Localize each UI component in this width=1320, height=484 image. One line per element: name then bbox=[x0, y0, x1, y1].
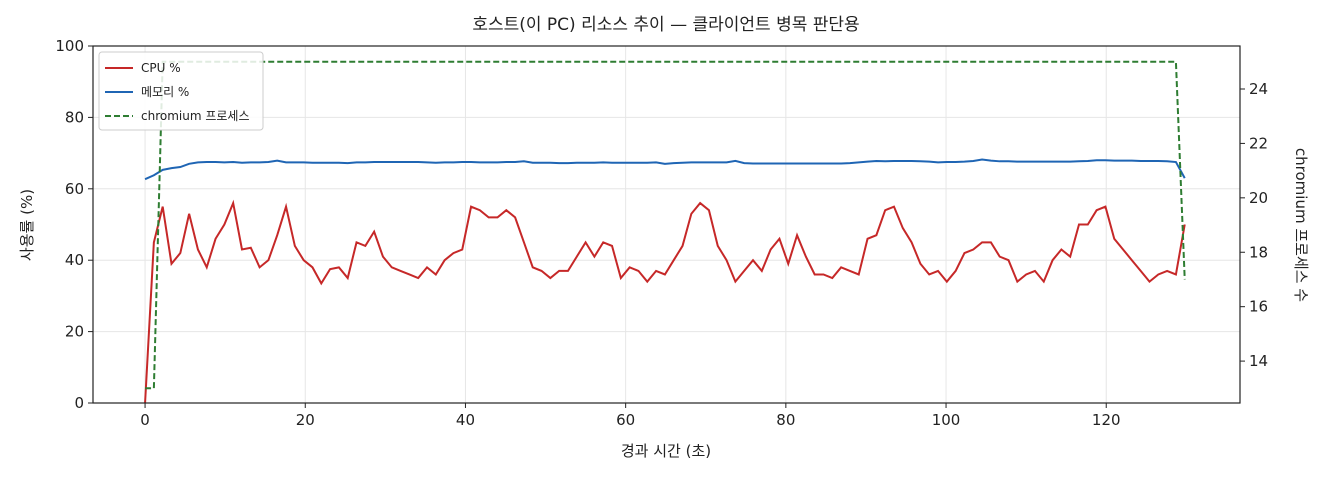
y2-tick-label: 22 bbox=[1249, 134, 1268, 152]
y2-tick-label: 14 bbox=[1249, 352, 1268, 370]
legend-label: 메모리 % bbox=[141, 85, 189, 99]
series-line bbox=[144, 158, 1186, 181]
plot-frame bbox=[92, 45, 1241, 404]
x-tick-label: 120 bbox=[1092, 411, 1121, 429]
y-tick-label: 80 bbox=[65, 108, 84, 126]
legend-label: chromium 프로세스 bbox=[141, 109, 250, 123]
legend: CPU % 메모리 % chromium 프로세스 bbox=[98, 51, 264, 131]
x-axis-label: 경과 시간 (초) bbox=[621, 442, 711, 460]
y-tick-label: 20 bbox=[65, 323, 84, 341]
y-tick-label: 40 bbox=[65, 251, 84, 269]
y2-axis-label: chromium 프로세스 수 bbox=[1292, 148, 1310, 302]
series-line bbox=[145, 60, 1186, 390]
x-tick-label: 0 bbox=[140, 411, 150, 429]
y-tick-label: 60 bbox=[65, 180, 84, 198]
y-tick-label: 100 bbox=[55, 37, 84, 55]
y2-tick-label: 24 bbox=[1249, 80, 1268, 98]
y2-tick-label: 16 bbox=[1249, 298, 1268, 316]
legend-box bbox=[98, 51, 264, 131]
x-tick-label: 60 bbox=[616, 411, 635, 429]
x-tick-label: 20 bbox=[296, 411, 315, 429]
series-line bbox=[144, 199, 1186, 404]
y2-tick-label: 20 bbox=[1249, 189, 1268, 207]
y-tick-label: 0 bbox=[74, 394, 84, 412]
chart-title: 호스트(이 PC) 리소스 추이 — 클라이언트 병목 판단용 bbox=[472, 15, 859, 35]
x-tick-label: 40 bbox=[456, 411, 475, 429]
y-axis-label: 사용률 (%) bbox=[18, 189, 36, 261]
legend-label: CPU % bbox=[141, 61, 181, 75]
x-tick-label: 80 bbox=[776, 411, 795, 429]
x-tick-label: 100 bbox=[932, 411, 961, 429]
y2-tick-label: 18 bbox=[1249, 243, 1268, 261]
